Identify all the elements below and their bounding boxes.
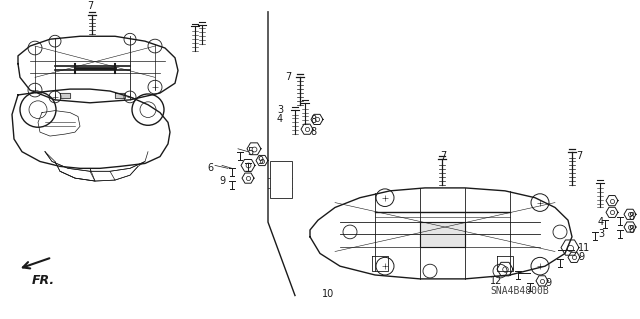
Text: 2: 2 <box>274 186 280 196</box>
Text: 8: 8 <box>310 127 316 137</box>
Text: 11: 11 <box>578 242 590 253</box>
Text: 7: 7 <box>87 1 93 11</box>
Text: 8: 8 <box>310 115 316 125</box>
Text: 8: 8 <box>628 225 634 235</box>
Text: 7: 7 <box>440 151 446 161</box>
Text: 12: 12 <box>490 276 502 286</box>
Text: 1: 1 <box>274 168 280 178</box>
Text: 5: 5 <box>247 147 253 157</box>
Polygon shape <box>115 93 125 98</box>
Text: 9: 9 <box>578 252 584 262</box>
Text: 7: 7 <box>576 151 582 161</box>
Text: 9: 9 <box>545 278 551 288</box>
Text: 7: 7 <box>285 72 291 82</box>
Text: FR.: FR. <box>32 274 55 287</box>
Text: 9: 9 <box>257 157 263 167</box>
Text: 4: 4 <box>598 217 604 227</box>
Text: 10: 10 <box>322 289 334 299</box>
Text: 4: 4 <box>277 115 283 124</box>
Text: 3: 3 <box>598 229 604 239</box>
Text: 6: 6 <box>207 163 213 173</box>
Text: 8: 8 <box>628 212 634 222</box>
Text: 3: 3 <box>277 105 283 115</box>
Text: SNA4B4800B: SNA4B4800B <box>490 286 548 295</box>
Text: 9: 9 <box>219 176 225 186</box>
Bar <box>270 160 292 198</box>
Polygon shape <box>60 93 70 98</box>
